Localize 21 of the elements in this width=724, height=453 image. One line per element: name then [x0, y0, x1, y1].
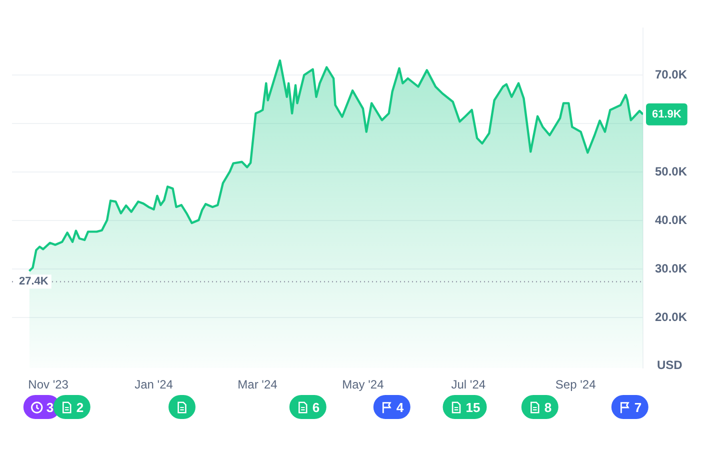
text: 2 [76, 400, 84, 414]
text: 3 [46, 400, 54, 414]
y-tick-label: 50.0K [655, 164, 688, 178]
x-tick-label: Mar '24 [238, 378, 278, 392]
x-tick-label: May '24 [342, 378, 384, 392]
x-tick-label: Jul '24 [451, 378, 486, 392]
y-tick-label: 20.0K [655, 310, 688, 324]
text: 4 [396, 400, 404, 414]
text: 8 [544, 400, 552, 414]
x-tick-label: Sep '24 [555, 378, 596, 392]
ref-line-label: 27.4K [19, 276, 48, 288]
x-tick-label: Nov '23 [28, 378, 69, 392]
text: 15 [466, 400, 480, 414]
y-tick-label: 70.0K [655, 67, 688, 82]
y-tick-label: 40.0K [655, 212, 688, 227]
y-axis-title: USD [657, 358, 682, 372]
text: 7 [634, 400, 642, 414]
y-tick-label: 30.0K [655, 261, 688, 276]
text: 6 [312, 400, 320, 414]
x-tick-label: Jan '24 [134, 378, 174, 392]
data-label: 61.9K [652, 108, 682, 120]
